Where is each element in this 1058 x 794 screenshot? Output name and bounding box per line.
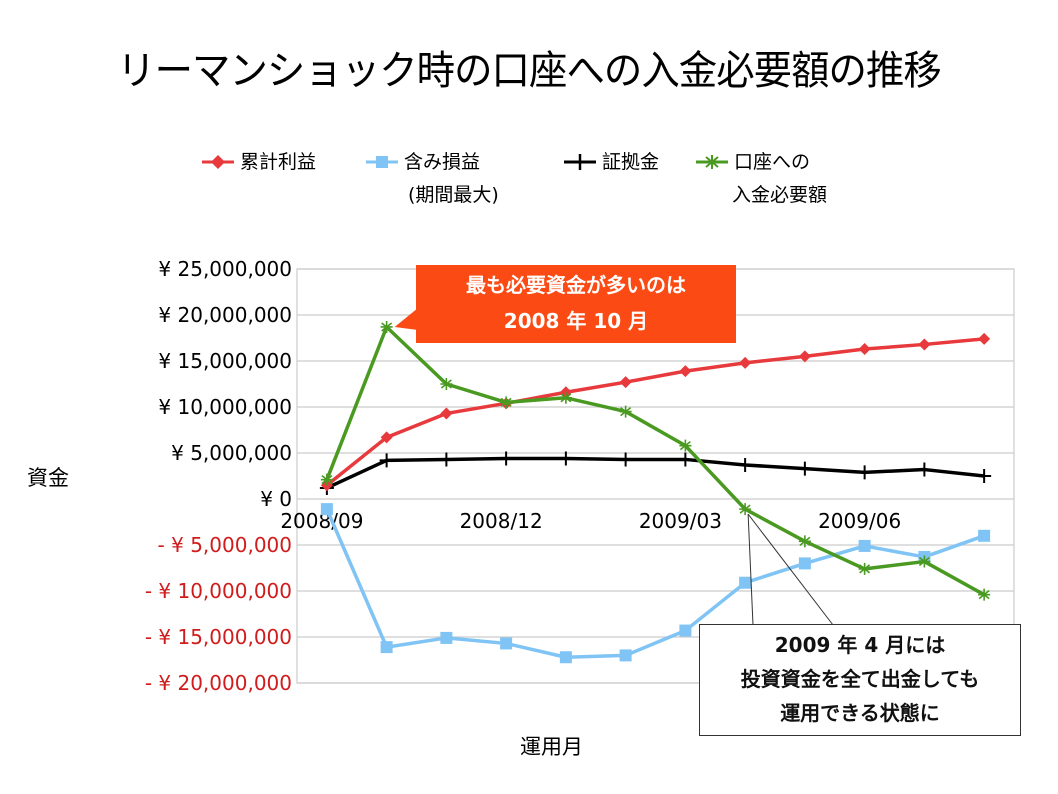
plus-marker-icon <box>564 154 596 170</box>
legend-label: 含み損益 <box>404 151 481 173</box>
square-marker <box>798 557 811 570</box>
square-marker <box>559 651 572 664</box>
diamond-marker <box>440 407 453 420</box>
asterisk-marker <box>440 378 453 390</box>
chart-title: リーマンショック時の口座への入金必要額の推移 <box>117 48 942 94</box>
x-tick-label: 2009/03 <box>639 509 722 533</box>
x-tick-label: 2009/06 <box>818 509 901 533</box>
plus-marker <box>379 453 394 468</box>
series-3 <box>319 451 992 495</box>
y-axis-title: 資金 <box>27 466 69 490</box>
square-marker <box>978 529 991 542</box>
legend-label-sub: 入金必要額 <box>732 184 828 206</box>
diamond-marker <box>798 350 811 363</box>
square-marker-icon <box>366 156 398 168</box>
diamond-marker <box>679 365 692 378</box>
diamond-marker <box>858 343 871 356</box>
diamond-marker <box>918 338 931 351</box>
y-tick-label: - ¥ 10,000,000 <box>145 579 292 603</box>
callout-text: 2009 年 4 月には <box>774 633 946 657</box>
april-callout: 2009 年 4 月には 投資資金を全て出金しても 運用できる状態に <box>699 624 1021 736</box>
plus-marker <box>678 452 693 467</box>
square-marker <box>320 503 333 516</box>
legend-label: 累計利益 <box>240 151 317 173</box>
y-tick-label: - ¥ 15,000,000 <box>145 625 292 649</box>
series-line <box>325 325 985 597</box>
plus-marker <box>797 461 812 476</box>
plus-marker <box>558 451 573 466</box>
y-tick-label: - ¥ 20,000,000 <box>145 671 292 695</box>
y-tick-label: ¥ 10,000,000 <box>158 395 292 419</box>
callout-text: 最も必要資金が多いのは <box>466 273 686 297</box>
plus-marker <box>439 452 454 467</box>
asterisk-marker-icon <box>696 155 728 169</box>
x-tick-label: 2008/12 <box>460 509 543 533</box>
legend-label: 証拠金 <box>602 151 660 173</box>
asterisk-marker <box>918 555 931 568</box>
y-tick-label: - ¥ 5,000,000 <box>158 533 292 557</box>
peak-callout-pointer <box>394 308 418 330</box>
square-marker <box>739 576 752 589</box>
diamond-marker <box>739 356 752 369</box>
series-4 <box>320 320 991 601</box>
asterisk-marker <box>559 391 572 404</box>
series-line <box>325 508 985 659</box>
plus-marker <box>738 457 753 472</box>
series-2 <box>320 503 991 664</box>
x-axis-title: 運用月 <box>520 735 583 759</box>
asterisk-marker <box>858 562 871 575</box>
asterisk-marker <box>619 405 632 418</box>
y-tick-label: ¥ 20,000,000 <box>158 303 292 327</box>
legend-label: 口座への <box>734 151 811 173</box>
plus-marker <box>917 462 932 477</box>
plus-marker <box>499 451 514 466</box>
callout-text: 2008 年 10 月 <box>503 309 649 333</box>
y-tick-label: ¥ 15,000,000 <box>158 349 292 373</box>
peak-callout: 最も必要資金が多いのは 2008 年 10 月 <box>416 265 736 343</box>
plus-marker <box>618 452 633 467</box>
square-marker <box>500 637 513 650</box>
asterisk-marker <box>320 473 333 486</box>
callout-text: 運用できる状態に <box>780 701 940 725</box>
diamond-marker <box>380 431 393 444</box>
y-tick-label: ¥ 25,000,000 <box>158 257 292 281</box>
series-line <box>325 337 985 487</box>
april-callout-leader <box>747 513 834 626</box>
callout-leaders <box>394 308 834 626</box>
diamond-marker-icon <box>202 155 234 169</box>
y-tick-label: ¥ 5,000,000 <box>171 441 292 465</box>
square-marker <box>440 631 453 644</box>
callout-text: 投資資金を全て出金しても <box>740 667 980 691</box>
square-marker <box>858 539 871 552</box>
asterisk-marker <box>739 503 752 516</box>
square-marker <box>380 641 393 654</box>
asterisk-marker <box>500 396 513 409</box>
x-axis-ticks: 2008/09 2008/12 2009/03 2009/06 <box>280 509 901 533</box>
series-1 <box>320 332 991 492</box>
plus-marker <box>977 469 992 483</box>
asterisk-marker <box>380 320 393 333</box>
april-callout-leader <box>747 514 754 626</box>
series-group <box>319 320 992 664</box>
series-line <box>326 456 985 490</box>
asterisk-marker <box>798 535 811 548</box>
y-axis-ticks: ¥ 25,000,000 ¥ 20,000,000 ¥ 15,000,000 ¥ 10… <box>145 257 292 695</box>
diamond-marker <box>978 332 991 345</box>
y-tick-label: ¥ 0 <box>260 487 292 511</box>
diamond-marker <box>619 376 632 389</box>
square-marker <box>619 649 632 662</box>
square-marker <box>679 624 692 637</box>
asterisk-marker <box>978 588 991 601</box>
plus-marker <box>857 465 872 480</box>
asterisk-marker <box>679 439 692 452</box>
legend-label-sub: (期間最大) <box>408 184 499 206</box>
